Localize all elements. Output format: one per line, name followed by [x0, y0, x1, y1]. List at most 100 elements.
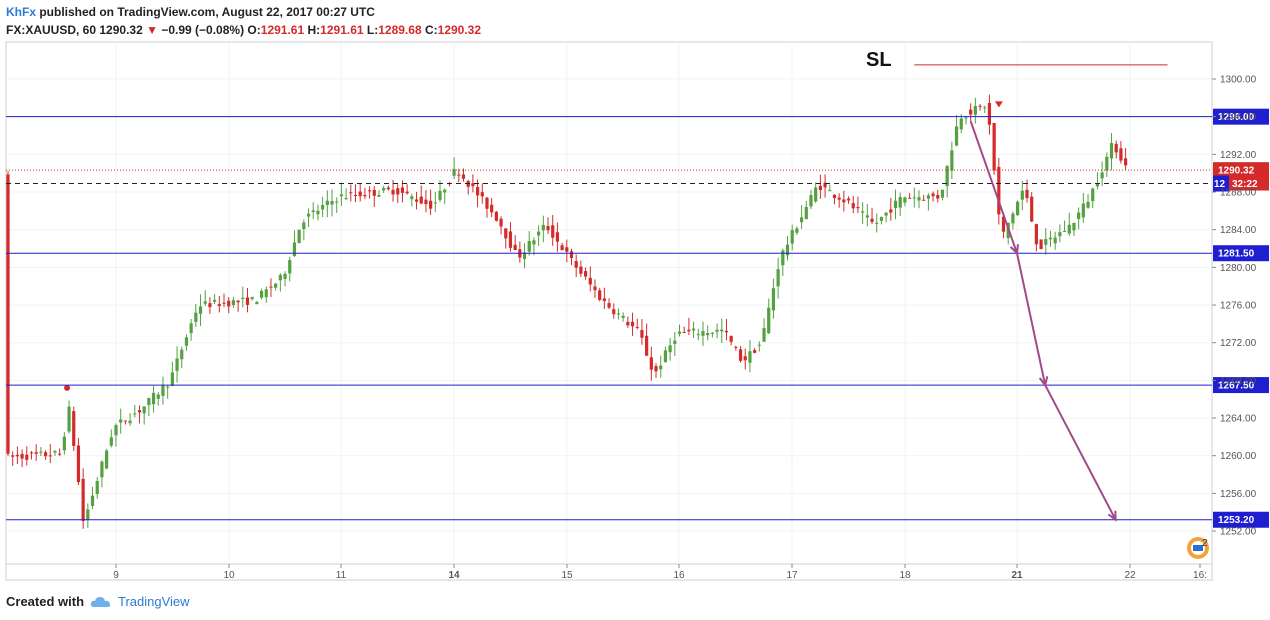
y-tick-label: 1252.00: [1220, 527, 1257, 538]
candle-body: [579, 266, 583, 274]
candle-body: [372, 189, 376, 196]
projection-segment: [1044, 384, 1117, 521]
y-tick-label: 1256.00: [1220, 489, 1257, 500]
candle-body: [180, 349, 184, 360]
candle-body: [682, 331, 686, 333]
candle-body: [720, 329, 724, 332]
candle-body: [1020, 190, 1024, 200]
event-marker: [64, 384, 71, 391]
author-link[interactable]: KhFx: [6, 5, 36, 19]
candle-body: [1081, 203, 1085, 218]
candle-body: [311, 210, 315, 213]
candle-body: [1114, 143, 1118, 153]
candle-body: [875, 222, 879, 224]
candle-body: [208, 303, 212, 308]
candle-body: [490, 204, 494, 213]
candle-body: [893, 200, 898, 209]
x-tick-label: 11: [336, 570, 347, 581]
candle-body: [34, 452, 38, 454]
price-axis: 1252.00 1256.00 1260.00 1264.00 1268.00 1272.…: [1212, 75, 1257, 538]
candle-body: [818, 185, 822, 191]
candle-body: [748, 351, 752, 363]
candle-body: [429, 200, 433, 209]
candle-body: [607, 303, 611, 308]
candle-body: [663, 350, 668, 363]
candle-body: [508, 231, 513, 248]
candle-body: [583, 271, 588, 277]
x-tick-label: 16:: [1193, 570, 1207, 581]
candle-body: [767, 307, 771, 334]
chart-frame: [5, 41, 1213, 581]
level-label-box: [1213, 377, 1269, 394]
y-tick-label: 1288.00: [1220, 188, 1257, 199]
candle-body: [405, 191, 409, 194]
countdown-label: 32:22: [1232, 179, 1258, 190]
candle-body: [250, 297, 254, 300]
candle-body: [382, 188, 386, 191]
candle-body: [861, 211, 865, 213]
candle-body: [29, 452, 34, 454]
candle-body: [255, 301, 259, 305]
candle-body: [814, 187, 818, 202]
candle-body: [809, 195, 813, 207]
dashed-level-box: [1213, 175, 1229, 192]
candle-body: [43, 452, 48, 457]
projection-arrow: [969, 121, 1117, 522]
x-tick-label: 18: [899, 570, 911, 581]
candle-body: [184, 337, 189, 346]
candle-body: [297, 229, 301, 244]
candle-body: [1062, 230, 1067, 232]
candle-body: [443, 189, 447, 193]
candle-body: [931, 193, 935, 197]
current-price-box: [1213, 162, 1269, 179]
candle-body: [588, 277, 592, 285]
candle-body: [724, 330, 729, 333]
candle-body: [86, 509, 90, 520]
candle-body: [391, 189, 395, 195]
x-tick-label: 10: [223, 570, 235, 581]
candle-body: [367, 190, 372, 192]
open-value: 1291.61: [260, 23, 305, 37]
signal-marker: [994, 101, 1003, 108]
x-tick-label: 21: [1011, 570, 1023, 581]
candle-body: [757, 344, 761, 346]
tradingview-link[interactable]: TradingView: [118, 594, 190, 609]
candle-body: [912, 197, 916, 199]
candle-body: [119, 419, 123, 423]
candle-body: [20, 453, 24, 459]
high-label: H:: [307, 23, 321, 37]
candle-body: [1077, 212, 1081, 220]
candle-body: [485, 197, 489, 209]
low-value: 1289.68: [378, 23, 422, 37]
ohlc-line: FX:XAUUSD, 60 1290.32 ▼ −0.99 (−0.08%) O…: [6, 22, 481, 38]
candle-body: [649, 357, 653, 370]
candle-body: [565, 247, 569, 252]
candle-body: [217, 304, 221, 307]
badge-count: 2: [1202, 538, 1208, 549]
candle-body: [62, 436, 66, 451]
candle-body: [560, 245, 564, 251]
projection-segment: [1016, 253, 1047, 386]
y-tick-label: 1292.00: [1220, 150, 1257, 161]
publish-line: KhFx published on TradingView.com, Augus…: [6, 4, 481, 20]
candle-body: [166, 386, 170, 388]
candle-body: [598, 290, 602, 300]
candle-body: [81, 478, 85, 522]
tradingview-cloud-icon: [90, 596, 111, 607]
candle-body: [865, 215, 869, 218]
y-tick-label: 1296.00: [1220, 112, 1257, 123]
dashed-level-label: 12: [1214, 179, 1226, 190]
candle-body: [419, 196, 423, 204]
candle-body: [795, 228, 799, 233]
candle-body: [922, 199, 926, 201]
candle-body: [278, 274, 282, 281]
candle-body: [1030, 196, 1034, 222]
candle-body: [964, 117, 968, 119]
candle-body: [729, 335, 733, 342]
grid: [6, 42, 1212, 564]
candle-body: [659, 365, 663, 370]
candle-body: [832, 194, 837, 198]
candle-body: [128, 420, 132, 424]
candle-body: [738, 349, 743, 361]
